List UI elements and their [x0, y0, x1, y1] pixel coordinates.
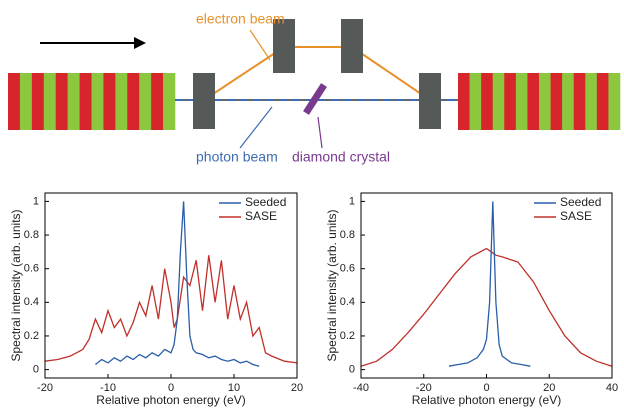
plot-frame: [44, 192, 298, 379]
series-line: [94, 201, 260, 367]
x-axis-label: Relative photon energy (eV): [412, 393, 561, 407]
undulator-period: [67, 73, 80, 130]
undulator-period: [550, 73, 563, 130]
electron-label: electron beam: [196, 11, 285, 27]
series-line: [360, 247, 613, 367]
x-tick-label: -20: [37, 382, 53, 394]
x-tick-label: -20: [416, 382, 432, 394]
y-tick-label: 0.2: [340, 330, 355, 342]
undulator-period: [515, 73, 528, 130]
x-tick-label: -10: [100, 382, 116, 394]
undulator-period: [43, 73, 57, 130]
undulator-period: [139, 73, 152, 130]
y-tick-label: 0.6: [340, 263, 355, 275]
magnet: [341, 19, 363, 73]
electron-beam: [203, 46, 431, 101]
legend-label: SASE: [245, 209, 277, 223]
undulator-period: [19, 73, 33, 130]
magnet: [273, 19, 295, 73]
y-tick-label: 0: [349, 363, 355, 375]
undulator-period: [79, 73, 92, 130]
x-tick-label: 0: [483, 382, 489, 394]
y-tick-label: 1: [33, 195, 39, 207]
x-tick-label: 0: [168, 382, 174, 394]
magnet: [419, 73, 441, 129]
undulator-period: [596, 73, 609, 130]
x-axis-label: Relative photon energy (eV): [96, 393, 245, 407]
y-tick-label: 0.2: [24, 330, 39, 342]
undulator-period: [539, 73, 551, 130]
y-tick-label: 0.4: [24, 296, 39, 308]
x-tick-label: -40: [353, 382, 369, 394]
y-axis-label: Spectral intensity (arb. units): [325, 209, 339, 361]
magnet: [193, 73, 215, 129]
undulator-period: [8, 73, 21, 130]
pointer: [249, 29, 271, 61]
undulator-period: [585, 73, 598, 130]
undulator-period: [103, 73, 116, 130]
diamond-crystal: [303, 83, 327, 115]
undulator-period: [91, 73, 104, 130]
y-tick-label: 1: [349, 195, 355, 207]
x-tick-label: 40: [606, 382, 618, 394]
undulator-period: [55, 73, 68, 130]
undulator-period: [504, 73, 517, 130]
pointer: [317, 116, 323, 149]
y-tick-label: 0.6: [24, 263, 39, 275]
y-axis-label: Spectral intensity (arb. units): [9, 209, 23, 361]
legend-label: Seeded: [245, 195, 286, 209]
legend-label: Seeded: [560, 195, 601, 209]
undulator-period: [31, 73, 45, 130]
photon-label: photon beam: [196, 149, 278, 165]
y-tick-label: 0.8: [340, 229, 355, 241]
x-tick-label: 10: [228, 382, 240, 394]
undulator-period: [458, 73, 470, 130]
arrow-head: [134, 37, 146, 49]
undulator-period: [608, 73, 621, 130]
y-tick-label: 0.4: [340, 296, 355, 308]
undulator-period: [127, 73, 140, 130]
x-tick-label: 20: [543, 382, 555, 394]
series-line: [448, 201, 531, 367]
undulator-period: [562, 73, 575, 130]
undulator-period: [573, 73, 586, 130]
undulators: [8, 73, 621, 130]
y-tick-label: 0.8: [24, 229, 39, 241]
undulator-period: [469, 73, 482, 130]
plot-frame: [360, 192, 613, 379]
undulator-period: [527, 73, 540, 130]
crystal-label: diamond crystal: [292, 149, 390, 165]
y-tick-label: 0: [33, 363, 39, 375]
legend-label: SASE: [560, 209, 592, 223]
undulator-period: [492, 73, 505, 130]
x-tick-label: 20: [291, 382, 303, 394]
undulator-period: [163, 73, 176, 130]
undulator-period: [481, 73, 494, 130]
pointer: [239, 106, 273, 149]
undulator-period: [115, 73, 128, 130]
undulator-period: [151, 73, 164, 130]
series-line: [44, 255, 298, 364]
